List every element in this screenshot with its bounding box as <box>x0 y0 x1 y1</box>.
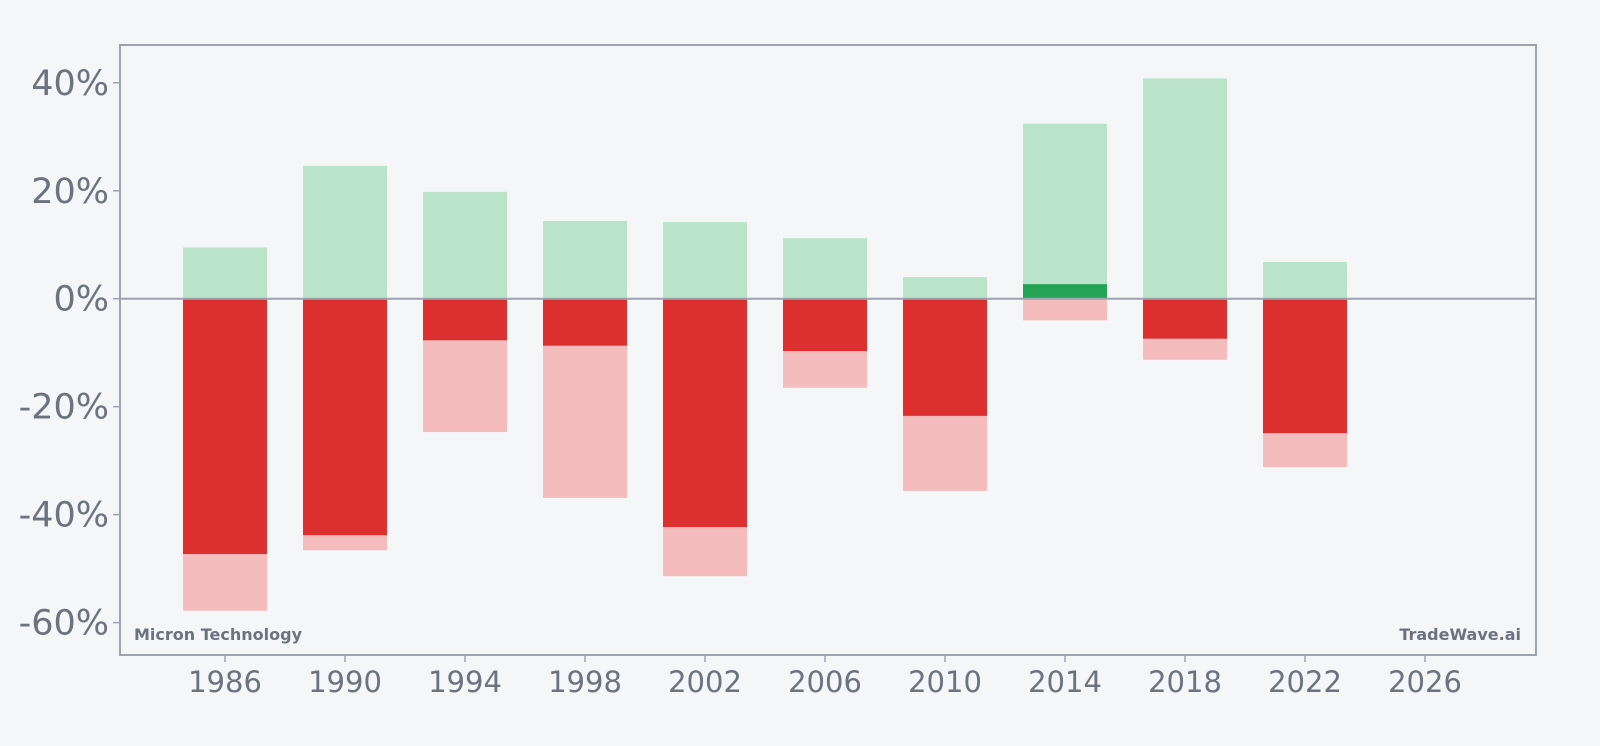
bar-group-2006 <box>783 238 867 388</box>
bar-max-gain-1998 <box>543 220 627 299</box>
x-tick-label: 2006 <box>788 665 862 699</box>
bar-max-gain-2018 <box>1143 78 1227 299</box>
bar-final-return-2018 <box>1143 298 1227 339</box>
plot-frame <box>119 44 1537 656</box>
x-tick-label: 1994 <box>428 665 502 699</box>
bar-final-return-2002 <box>663 298 747 528</box>
bar-final-return-2022 <box>1263 298 1347 434</box>
bar-group-1990 <box>303 165 387 551</box>
bar-group-2014 <box>1023 123 1107 321</box>
bar-group-1994 <box>423 191 507 433</box>
bar-max-gain-1994 <box>423 191 507 299</box>
x-tick-label: 2022 <box>1268 665 1342 699</box>
bar-max-gain-1990 <box>303 165 387 299</box>
bar-max-gain-2006 <box>783 238 867 299</box>
bar-final-return-1990 <box>303 298 387 536</box>
bar-group-2022 <box>1263 262 1347 468</box>
y-tick-label: -60% <box>19 604 109 644</box>
bar-max-gain-2002 <box>663 222 747 299</box>
x-tick-label: 1990 <box>308 665 382 699</box>
bar-group-2002 <box>663 222 747 577</box>
bar-final-return-2006 <box>783 298 867 352</box>
y-tick-label: 20% <box>31 172 109 212</box>
x-tick-label: 2010 <box>908 665 982 699</box>
x-tick-label: 2018 <box>1148 665 1222 699</box>
right-watermark: TradeWave.ai <box>1399 625 1521 644</box>
x-axis: 1986 1990 1994 1998 2002 2006 2010 2014 2018 2022… <box>188 655 1462 699</box>
y-axis: 40% 20% 0% -20% -40% -60% <box>19 64 120 644</box>
left-watermark: Micron Technology <box>134 625 303 644</box>
x-tick-label: 2002 <box>668 665 742 699</box>
bar-final-return-2010 <box>903 298 987 416</box>
bar-max-gain-2022 <box>1263 262 1347 299</box>
bar-max-drawdown-2014 <box>1023 298 1107 321</box>
bar-max-gain-1986 <box>183 247 267 299</box>
y-tick-label: -20% <box>19 388 109 428</box>
x-tick-label: 1998 <box>548 665 622 699</box>
bar-group-1986 <box>183 247 267 611</box>
bar-group-1998 <box>543 220 627 498</box>
y-tick-label: 40% <box>31 64 109 104</box>
bar-final-return-1994 <box>423 298 507 341</box>
bars-group <box>183 78 1347 611</box>
y-tick-label: 0% <box>53 280 109 320</box>
bar-final-return-1998 <box>543 298 627 346</box>
x-tick-label: 2026 <box>1388 665 1462 699</box>
bar-max-gain-2010 <box>903 277 987 299</box>
bar-max-gain-2014 <box>1023 123 1107 299</box>
bar-group-2018 <box>1143 78 1227 360</box>
y-tick-label: -40% <box>19 496 109 536</box>
bar-final-return-1986 <box>183 298 267 555</box>
x-tick-label: 2014 <box>1028 665 1102 699</box>
bar-final-return-2014 <box>1023 284 1107 299</box>
bar-group-2010 <box>903 277 987 491</box>
x-tick-label: 1986 <box>188 665 262 699</box>
